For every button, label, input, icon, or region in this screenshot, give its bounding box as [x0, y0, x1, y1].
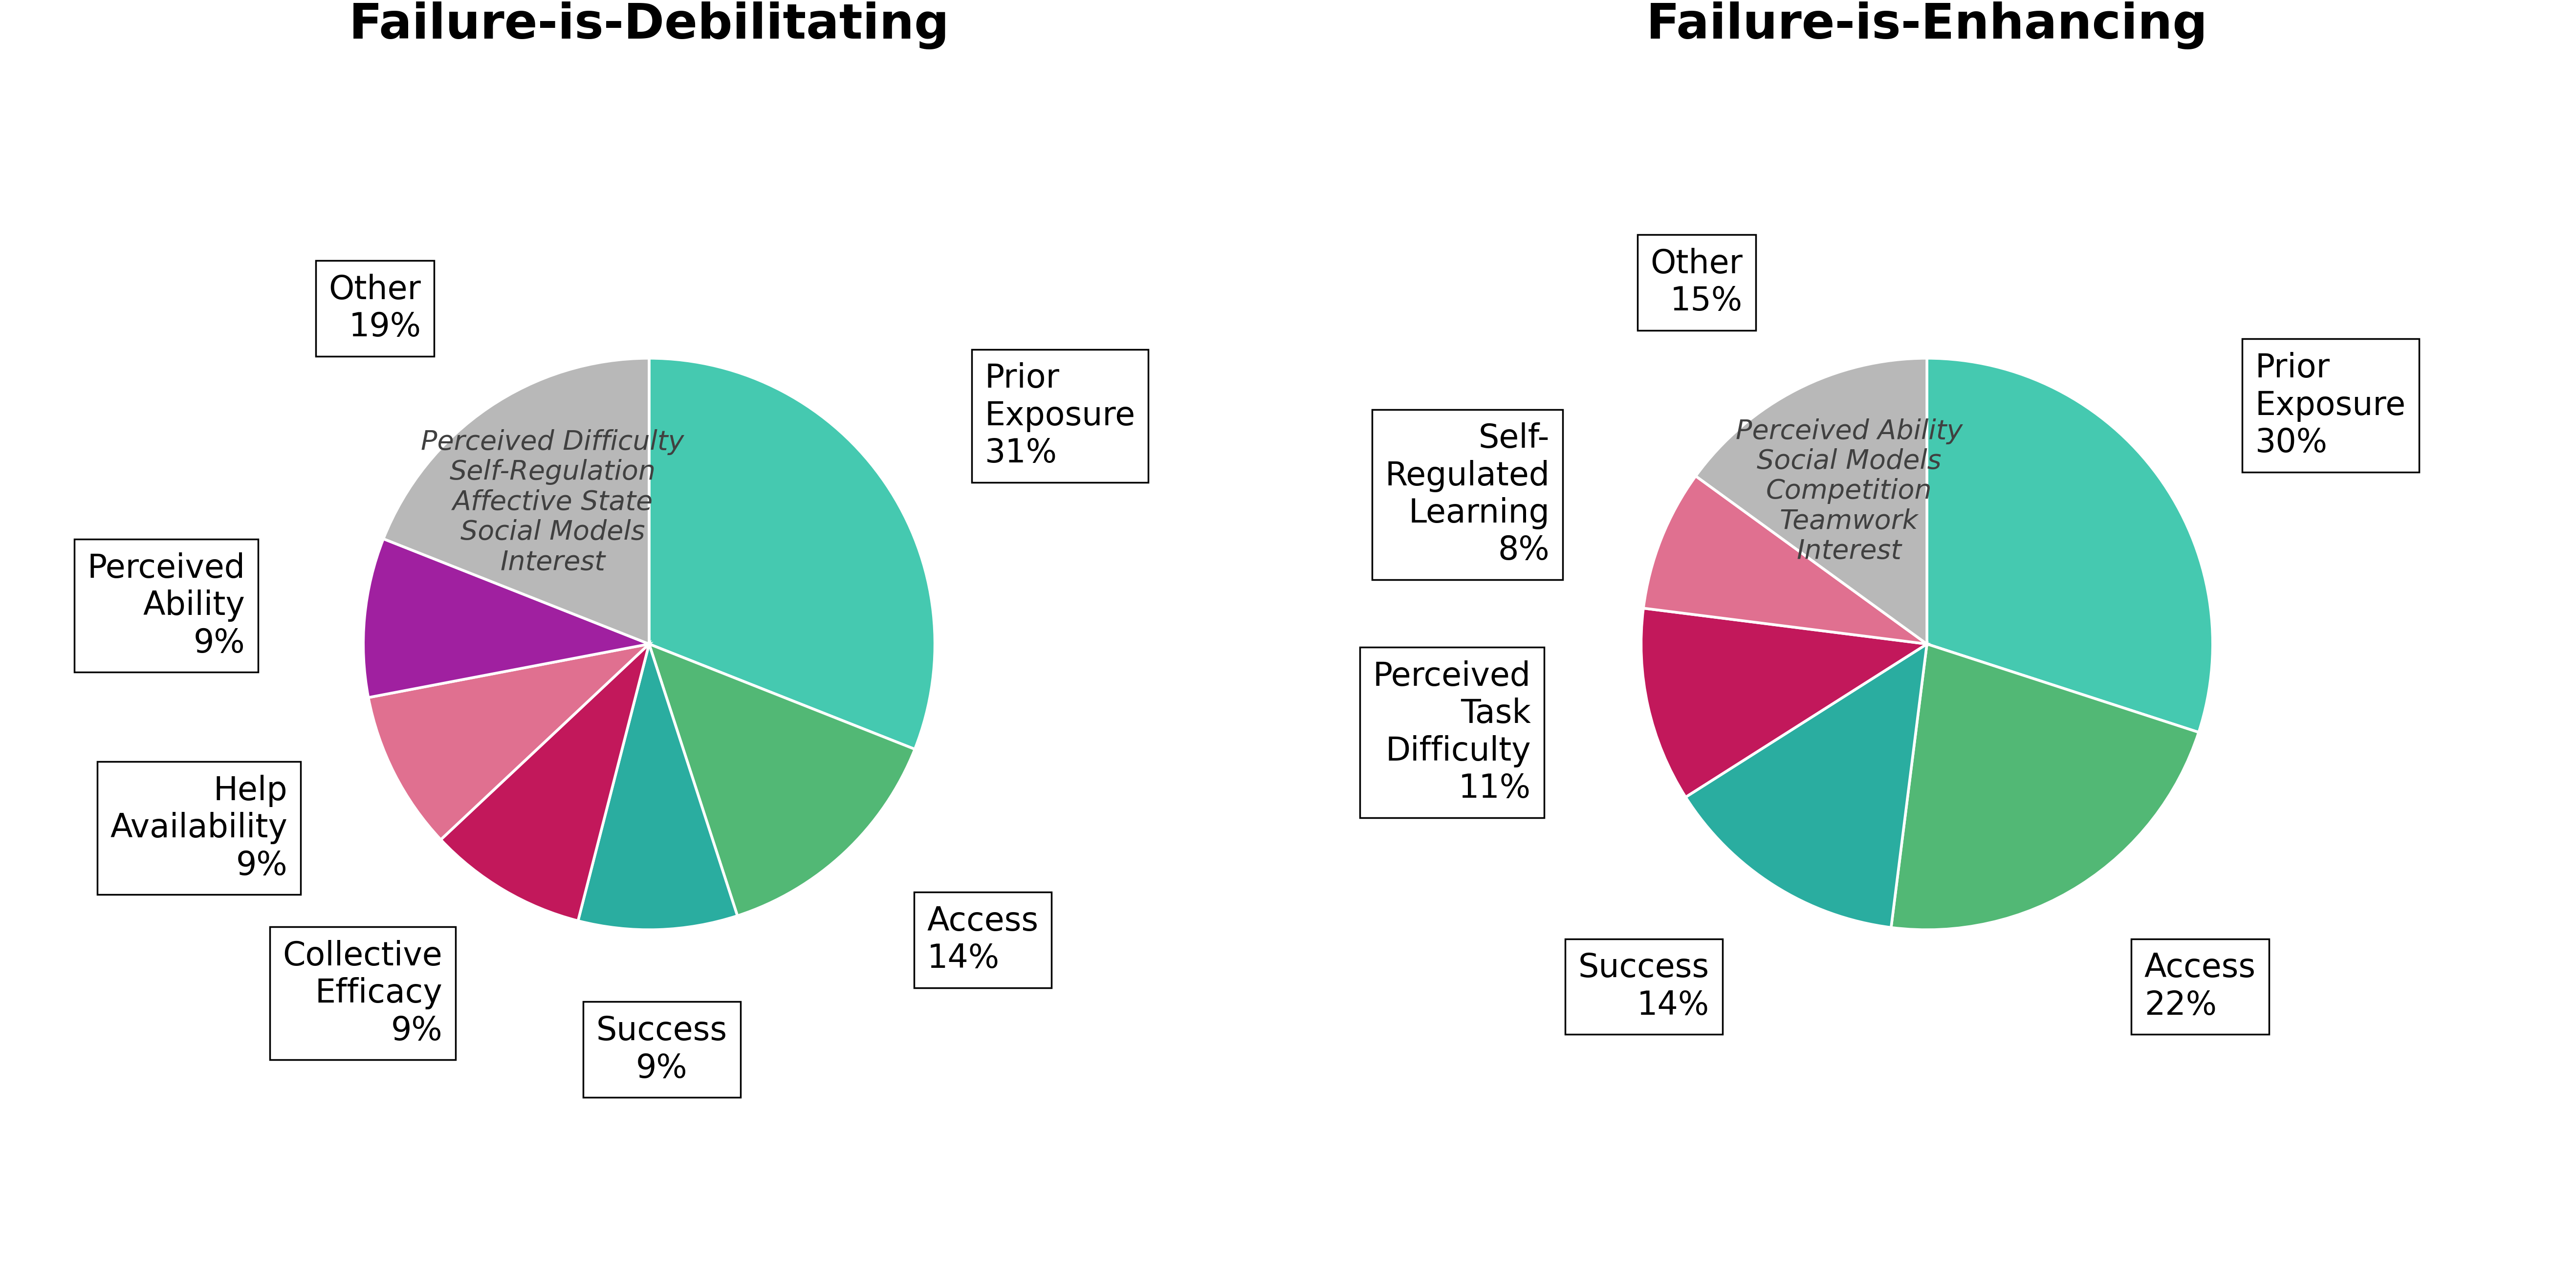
Wedge shape [1643, 477, 1927, 644]
Text: Prior
Exposure
30%: Prior Exposure 30% [2254, 352, 2406, 459]
Wedge shape [1641, 608, 1927, 797]
Text: Help
Availability
9%: Help Availability 9% [111, 775, 289, 882]
Text: Access
22%: Access 22% [2143, 952, 2257, 1021]
Wedge shape [440, 644, 649, 921]
Text: Prior
Exposure
31%: Prior Exposure 31% [984, 362, 1136, 469]
Text: Perceived Ability
Social Models
Competition
Teamwork
Interest: Perceived Ability Social Models Competit… [1736, 419, 1963, 564]
Wedge shape [649, 358, 935, 750]
Text: Perceived Difficulty
Self-Regulation
Affective State
Social Models
Interest: Perceived Difficulty Self-Regulation Aff… [420, 429, 685, 576]
Text: Other
19%: Other 19% [330, 273, 420, 343]
Text: Collective
Efficacy
9%: Collective Efficacy 9% [283, 940, 443, 1047]
Text: Self-
Regulated
Learning
8%: Self- Regulated Learning 8% [1386, 422, 1551, 567]
Wedge shape [577, 644, 737, 930]
Text: Perceived
Ability
9%: Perceived Ability 9% [88, 553, 245, 659]
Wedge shape [363, 538, 649, 698]
Title: Failure-is-Debilitating: Failure-is-Debilitating [348, 1, 951, 49]
Text: Other
15%: Other 15% [1651, 247, 1744, 317]
Wedge shape [1927, 358, 2213, 733]
Wedge shape [384, 358, 649, 644]
Wedge shape [1695, 358, 1927, 644]
Text: Success
9%: Success 9% [595, 1015, 726, 1084]
Text: Perceived
Task
Difficulty
11%: Perceived Task Difficulty 11% [1373, 661, 1530, 805]
Wedge shape [1891, 644, 2200, 930]
Text: Access
14%: Access 14% [927, 905, 1038, 975]
Wedge shape [368, 644, 649, 840]
Wedge shape [1685, 644, 1927, 927]
Wedge shape [649, 644, 914, 916]
Title: Failure-is-Enhancing: Failure-is-Enhancing [1646, 1, 2208, 49]
Text: Success
14%: Success 14% [1579, 952, 1710, 1021]
